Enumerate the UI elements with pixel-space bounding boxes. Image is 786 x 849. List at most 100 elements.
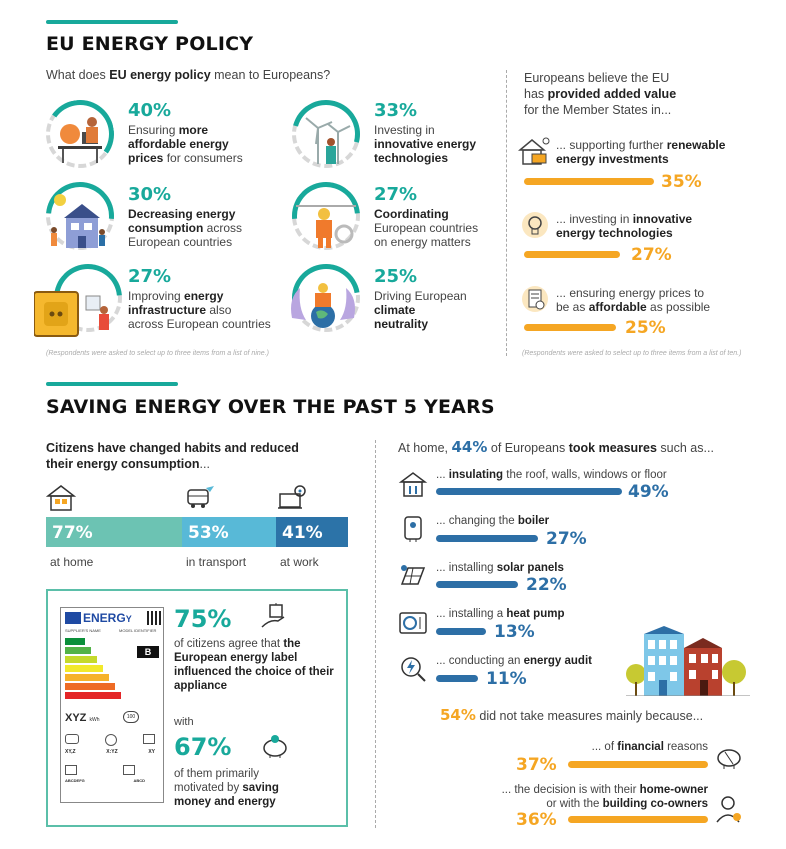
- measures-intro: At home, 44% of Europeans took measures …: [398, 438, 714, 456]
- habits-segment-percent: 41%: [282, 523, 323, 543]
- measure-percent: 13%: [494, 622, 535, 642]
- house-arrows-icon: [398, 472, 428, 497]
- added-value-percent: 27%: [631, 245, 672, 265]
- policy-item-text: Ensuring more affordable energy prices f…: [128, 123, 243, 165]
- label-influence-text: of citizens agree that the European ener…: [174, 638, 334, 692]
- efficiency-grade: B: [137, 646, 159, 658]
- buildings-illustration: [626, 626, 750, 696]
- work-icon: [278, 485, 306, 509]
- reason-bar: [568, 816, 708, 823]
- no-measures-heading: 54% did not take measures mainly because…: [440, 706, 704, 724]
- habits-segment-label: in transport: [186, 555, 247, 569]
- reason-label: ... the decision is with their home-owne…: [501, 784, 708, 810]
- policy-item-text: Driving European climate neutrality: [374, 289, 467, 331]
- divider: [506, 70, 507, 356]
- section-title: SAVING ENERGY OVER THE PAST 5 YEARS: [46, 396, 495, 418]
- worker-icon: [296, 205, 356, 248]
- price-document-icon: [522, 286, 548, 312]
- energy-label-header: ENERGY: [83, 611, 132, 625]
- with-text: with: [174, 716, 194, 728]
- energy-label-panel: ENERGY SUPPLIER'S NAME MODEL IDENTIFIER …: [46, 589, 348, 827]
- measure-label: ... conducting an energy audit: [436, 655, 592, 667]
- footnote: (Respondents were asked to select up to …: [46, 350, 269, 357]
- added-value-text: ... investing in innovative energy techn…: [556, 212, 693, 240]
- policy-item: 25% Driving European climate neutrality: [278, 250, 492, 346]
- eu-flag: [65, 612, 81, 624]
- measure-label: ... changing the boiler: [436, 515, 550, 527]
- added-value-bar: [524, 178, 654, 185]
- globe-hands-icon: [291, 283, 355, 328]
- label-pictograms: XY,Z X:YZ XY ABCDEFG ABCD: [65, 734, 161, 783]
- motivation-percent: 67%: [174, 733, 232, 761]
- measure-label: ... installing a heat pump: [436, 608, 565, 620]
- reason-label: ... of financial reasons: [591, 741, 708, 753]
- measure-percent: 49%: [628, 482, 669, 502]
- progress-ring: [292, 100, 360, 168]
- policy-item-text: Coordinating European countries on energ…: [374, 207, 479, 249]
- added-value-bar: [524, 251, 620, 258]
- progress-ring: [46, 100, 114, 168]
- motivation-text: of them primarily motivated by saving mo…: [174, 768, 279, 808]
- consumption-row: XYZ kWh: [65, 712, 100, 724]
- measure-bar: [436, 535, 538, 542]
- habits-segment-work: 41%: [276, 517, 348, 547]
- policy-item: 40% Ensuring more affordable energy pric…: [40, 94, 266, 174]
- power-socket-icon: [34, 291, 109, 337]
- home-icon: [46, 485, 76, 511]
- added-value-intro: Europeans believe the EU has provided ad…: [524, 71, 677, 117]
- added-value-percent: 25%: [625, 318, 666, 338]
- measure-bar: [436, 488, 622, 495]
- label-influence-percent: 75%: [174, 605, 232, 633]
- per-100-badge: 100: [123, 711, 139, 723]
- added-value-bar: [524, 324, 616, 331]
- appliance-hand-icon: [261, 603, 285, 628]
- page-title: EU ENERGY POLICY: [46, 33, 254, 55]
- policy-item: 30% Decreasing energy consumption across…: [32, 168, 266, 264]
- efficiency-scale: [65, 638, 121, 699]
- policy-item-text: Improving energy infrastructure also acr…: [128, 289, 271, 331]
- piggy-bank-icon: [263, 735, 287, 758]
- policy-item-percent: 27%: [374, 184, 418, 205]
- footnote: (Respondents were asked to select up to …: [522, 350, 742, 357]
- habits-segment-home: 77%: [46, 517, 182, 547]
- measure-bar: [436, 581, 518, 588]
- habits-segment-transport: 53%: [182, 517, 276, 547]
- reason-percent: 37%: [516, 755, 557, 775]
- boiler-icon: [404, 516, 422, 542]
- lightbulb-gear-icon: [522, 212, 548, 238]
- policy-item-percent: 27%: [128, 266, 172, 287]
- measure-percent: 11%: [486, 669, 527, 689]
- measure-label: ... installing solar panels: [436, 562, 564, 574]
- policy-item-percent: 25%: [374, 266, 418, 287]
- wind-turbine-icon: [305, 117, 351, 164]
- policy-item: 27% Improving energy infrastructure also…: [34, 250, 276, 346]
- section-accent-line: [46, 382, 178, 386]
- measure-bar: [436, 675, 478, 682]
- divider: [375, 440, 376, 828]
- habits-intro: Citizens have changed habits and reduced…: [46, 441, 299, 471]
- policy-item: 27% Coordinating European countries on e…: [278, 168, 492, 264]
- policy-item: 33% Investing in innovative energy techn…: [279, 87, 492, 181]
- supplier-name: SUPPLIER'S NAME: [65, 628, 101, 633]
- measure-percent: 22%: [526, 575, 567, 595]
- policy-item-percent: 40%: [128, 100, 172, 121]
- person-laptop-icon: [58, 117, 102, 163]
- measure-label: ... insulating the roof, walls, windows …: [436, 469, 667, 481]
- habits-segment-label: at work: [280, 555, 319, 569]
- heat-pump-icon: [399, 612, 427, 634]
- transport-icon: [187, 486, 214, 508]
- energy-label-card: ENERGY SUPPLIER'S NAME MODEL IDENTIFIER …: [60, 607, 164, 803]
- policy-item-text: Investing in innovative energy technolog…: [374, 123, 477, 165]
- measure-percent: 27%: [546, 529, 587, 549]
- habits-segment-percent: 53%: [188, 523, 229, 543]
- owner-icon: [716, 796, 741, 823]
- policy-item-percent: 33%: [374, 100, 418, 121]
- section-accent-line: [46, 20, 178, 24]
- house-family-icon: [51, 194, 105, 248]
- model-identifier: MODEL IDENTIFIER: [119, 628, 157, 633]
- policy-question: What does EU energy policy mean to Europ…: [46, 68, 331, 82]
- habits-segment-label: at home: [50, 555, 94, 569]
- energy-audit-icon: [401, 657, 426, 682]
- policy-item-percent: 30%: [128, 184, 172, 205]
- qr-code: [147, 611, 161, 625]
